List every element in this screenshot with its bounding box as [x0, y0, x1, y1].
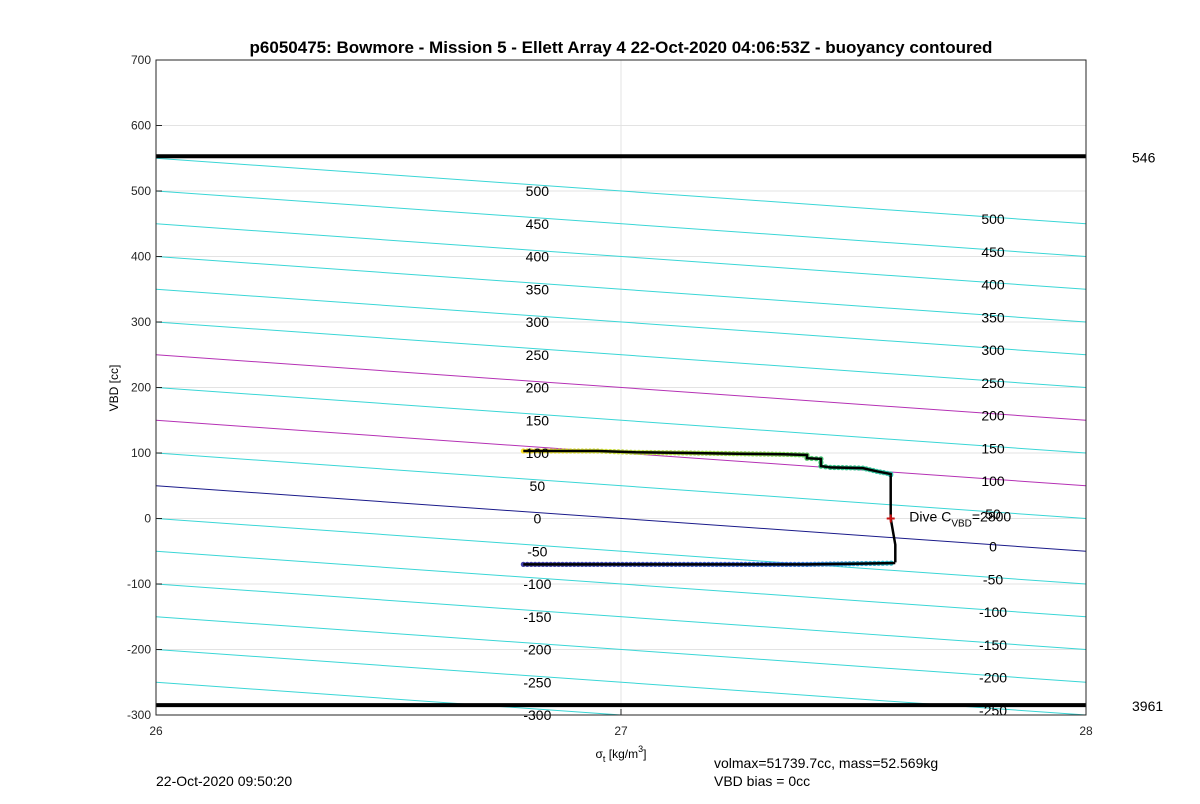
contour-label: -150: [523, 609, 551, 625]
profile-line-upper: [523, 449, 892, 476]
contour-label: 100: [526, 445, 550, 461]
contour-line: [156, 354, 1086, 421]
contour-label: 150: [526, 412, 550, 428]
y-tick-label: -300: [127, 708, 151, 722]
y-tick-label: 700: [131, 53, 151, 67]
contour-label: 200: [526, 380, 550, 396]
dive-annotation-suffix: =2800: [972, 509, 1012, 525]
contour-line: [156, 583, 1086, 650]
y-tick-label: -200: [127, 643, 151, 657]
contour-line: [156, 256, 1086, 323]
x-tick-label: 28: [1079, 724, 1093, 738]
contour-line: [156, 157, 1086, 225]
contour-label: 500: [981, 211, 1005, 227]
contour-label: 400: [526, 249, 550, 265]
x-axis-label-close: ]: [643, 747, 646, 761]
contour-line: [156, 550, 1086, 618]
contour-line: [156, 485, 1086, 552]
contour-label: 300: [526, 314, 550, 330]
contour-label: 0: [533, 511, 541, 527]
y-tick-label: 500: [131, 184, 151, 198]
dive-annotation-subscript: VBD: [951, 519, 972, 530]
limit-line-label: 546: [1132, 149, 1156, 165]
contour-label: 450: [526, 216, 550, 232]
x-axis-label-sup: 3: [638, 744, 643, 754]
y-axis-label: VBD [cc]: [107, 365, 121, 412]
buoyancy-contours: [156, 157, 1086, 715]
y-tick-label: 600: [131, 119, 151, 133]
dive-profile: [520, 448, 897, 567]
contour-label: 50: [530, 478, 546, 494]
contour-label: -150: [979, 637, 1007, 653]
contour-label: -250: [523, 674, 551, 690]
contour-line: [156, 681, 629, 715]
contour-label: -200: [523, 642, 551, 658]
contour-label: 400: [981, 277, 1005, 293]
contour-label: -200: [979, 670, 1007, 686]
contour-label: 250: [981, 375, 1005, 391]
contour-label: -100: [523, 576, 551, 592]
contour-label: -250: [979, 702, 1007, 718]
footer-timestamp: 22-Oct-2020 09:50:20: [156, 773, 293, 789]
footer-volmax-mass: volmax=51739.7cc, mass=52.569kg: [714, 755, 939, 771]
y-tick-label: 200: [131, 381, 151, 395]
y-tick-label: 300: [131, 315, 151, 329]
limit-line-label: 3961: [1132, 698, 1163, 714]
contour-label: 350: [981, 309, 1005, 325]
contour-label: 200: [981, 408, 1005, 424]
x-axis-label-units: [kg/m: [605, 747, 638, 761]
contour-label: -100: [979, 604, 1007, 620]
contour-label: 150: [981, 440, 1005, 456]
footer-vbd-bias: VBD bias = 0cc: [714, 773, 811, 789]
contour-line: [156, 387, 1086, 454]
contour-line: [156, 321, 1086, 388]
contour-label: 450: [981, 244, 1005, 260]
dive-annotation-prefix: Dive C: [909, 509, 951, 525]
contour-line: [156, 223, 1086, 290]
contour-line: [156, 616, 1086, 683]
limit-lines: 546 3961: [156, 149, 1163, 714]
y-tick-label: 400: [131, 250, 151, 264]
contour-label: 300: [981, 342, 1005, 358]
x-tick-label: 26: [149, 724, 163, 738]
x-tick-label: 27: [614, 724, 628, 738]
contour-label: -50: [983, 571, 1003, 587]
y-tick-label: 0: [144, 512, 151, 526]
y-tick-label: 100: [131, 446, 151, 460]
contour-line: [156, 518, 1086, 585]
contour-label: -50: [527, 543, 547, 559]
chart-title: p6050475: Bowmore - Mission 5 - Ellett A…: [250, 38, 993, 57]
contour-label: 250: [526, 347, 550, 363]
x-axis-label: σt [kg/m3]: [596, 744, 647, 764]
y-tick-label: -100: [127, 577, 151, 591]
contour-line: [156, 190, 1086, 257]
contour-label: 500: [526, 183, 550, 199]
contour-label: 0: [989, 539, 997, 555]
x-axis-label-main: σ: [596, 747, 604, 761]
contour-line: [156, 288, 1086, 356]
contour-line: [156, 452, 1086, 519]
profile-line-lower: [523, 561, 896, 566]
contour-label: 350: [526, 281, 550, 297]
dive-c-vbd-annotation: Dive CVBD=2800: [909, 509, 1011, 530]
contour-label: 100: [981, 473, 1005, 489]
contour-label: 50: [985, 506, 1001, 522]
x-axis-label-sub: t: [603, 754, 606, 764]
